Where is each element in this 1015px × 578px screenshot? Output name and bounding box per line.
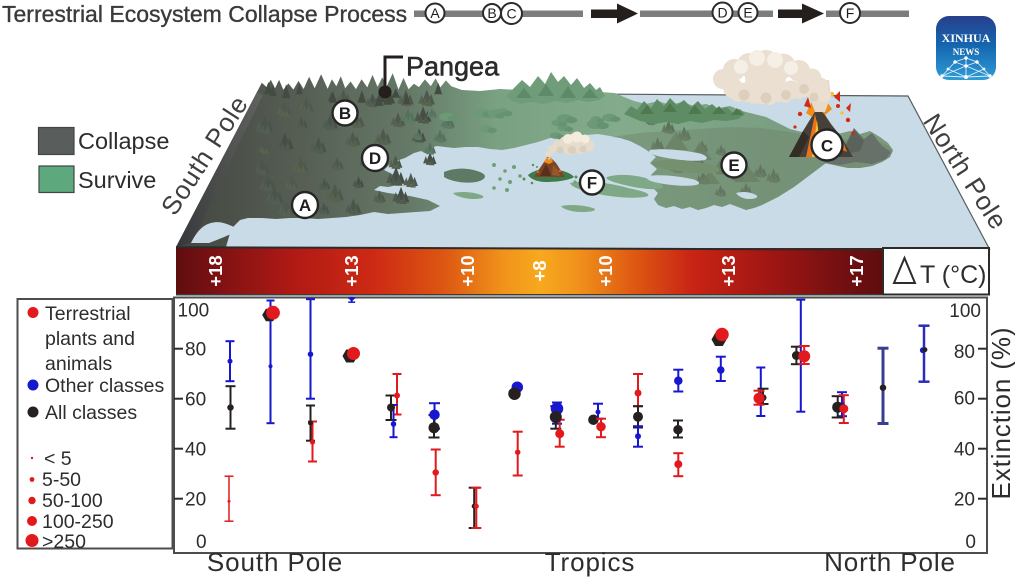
svg-text:animals: animals [45, 353, 112, 375]
svg-text:+17: +17 [846, 255, 867, 286]
svg-text:A: A [430, 5, 440, 21]
svg-text:B: B [339, 104, 351, 123]
svg-text:T (°C): T (°C) [920, 261, 986, 289]
svg-text:60: 60 [185, 390, 206, 411]
svg-text:Terrestrial: Terrestrial [45, 303, 131, 325]
svg-text:+10: +10 [457, 255, 478, 286]
svg-text:100: 100 [178, 301, 210, 322]
svg-text:NEWS: NEWS [953, 47, 980, 57]
svg-text:All classes: All classes [45, 402, 137, 424]
svg-text:80: 80 [185, 340, 206, 361]
svg-text:100: 100 [949, 301, 981, 322]
svg-text:Survive: Survive [78, 167, 156, 193]
svg-text:Collapse: Collapse [78, 128, 169, 154]
svg-text:F: F [846, 5, 855, 21]
svg-text:Pangea: Pangea [406, 52, 500, 82]
svg-text:C: C [506, 6, 516, 22]
svg-text:20: 20 [185, 490, 206, 511]
svg-text:A: A [299, 196, 311, 215]
svg-text:80: 80 [954, 342, 975, 363]
svg-text:60: 60 [954, 389, 975, 410]
svg-text:D: D [369, 149, 381, 168]
svg-text:E: E [728, 156, 739, 175]
svg-text:5-50: 5-50 [42, 469, 81, 491]
svg-text:50-100: 50-100 [42, 490, 103, 512]
svg-text:+13: +13 [341, 255, 362, 286]
svg-text:B: B [487, 5, 496, 21]
svg-text:Extinction (%): Extinction (%) [986, 327, 1015, 500]
svg-text:0: 0 [965, 532, 976, 553]
svg-text:20: 20 [954, 490, 975, 511]
svg-text:F: F [587, 174, 597, 193]
svg-text:C: C [821, 137, 833, 156]
svg-text:100-250: 100-250 [42, 511, 114, 533]
svg-text:Terrestrial Ecosystem Collapse: Terrestrial Ecosystem Collapse Process [2, 1, 407, 27]
svg-text:< 5: < 5 [44, 448, 72, 470]
svg-text:+18: +18 [205, 255, 226, 286]
svg-text:+8: +8 [529, 260, 550, 281]
svg-text:D: D [717, 5, 727, 21]
svg-text:plants and: plants and [45, 328, 135, 350]
svg-text:Other classes: Other classes [45, 375, 164, 397]
svg-text:40: 40 [185, 440, 206, 461]
svg-text:North Pole: North Pole [824, 547, 956, 577]
svg-text:0: 0 [196, 532, 207, 553]
svg-text:Tropics: Tropics [545, 547, 636, 577]
svg-text:>250: >250 [42, 531, 86, 553]
svg-text:+13: +13 [718, 255, 739, 286]
svg-text:South Pole: South Pole [207, 547, 343, 577]
svg-text:40: 40 [954, 440, 975, 461]
svg-text:E: E [743, 5, 752, 21]
svg-text:XINHUA: XINHUA [942, 31, 991, 45]
svg-text:+10: +10 [595, 255, 616, 286]
